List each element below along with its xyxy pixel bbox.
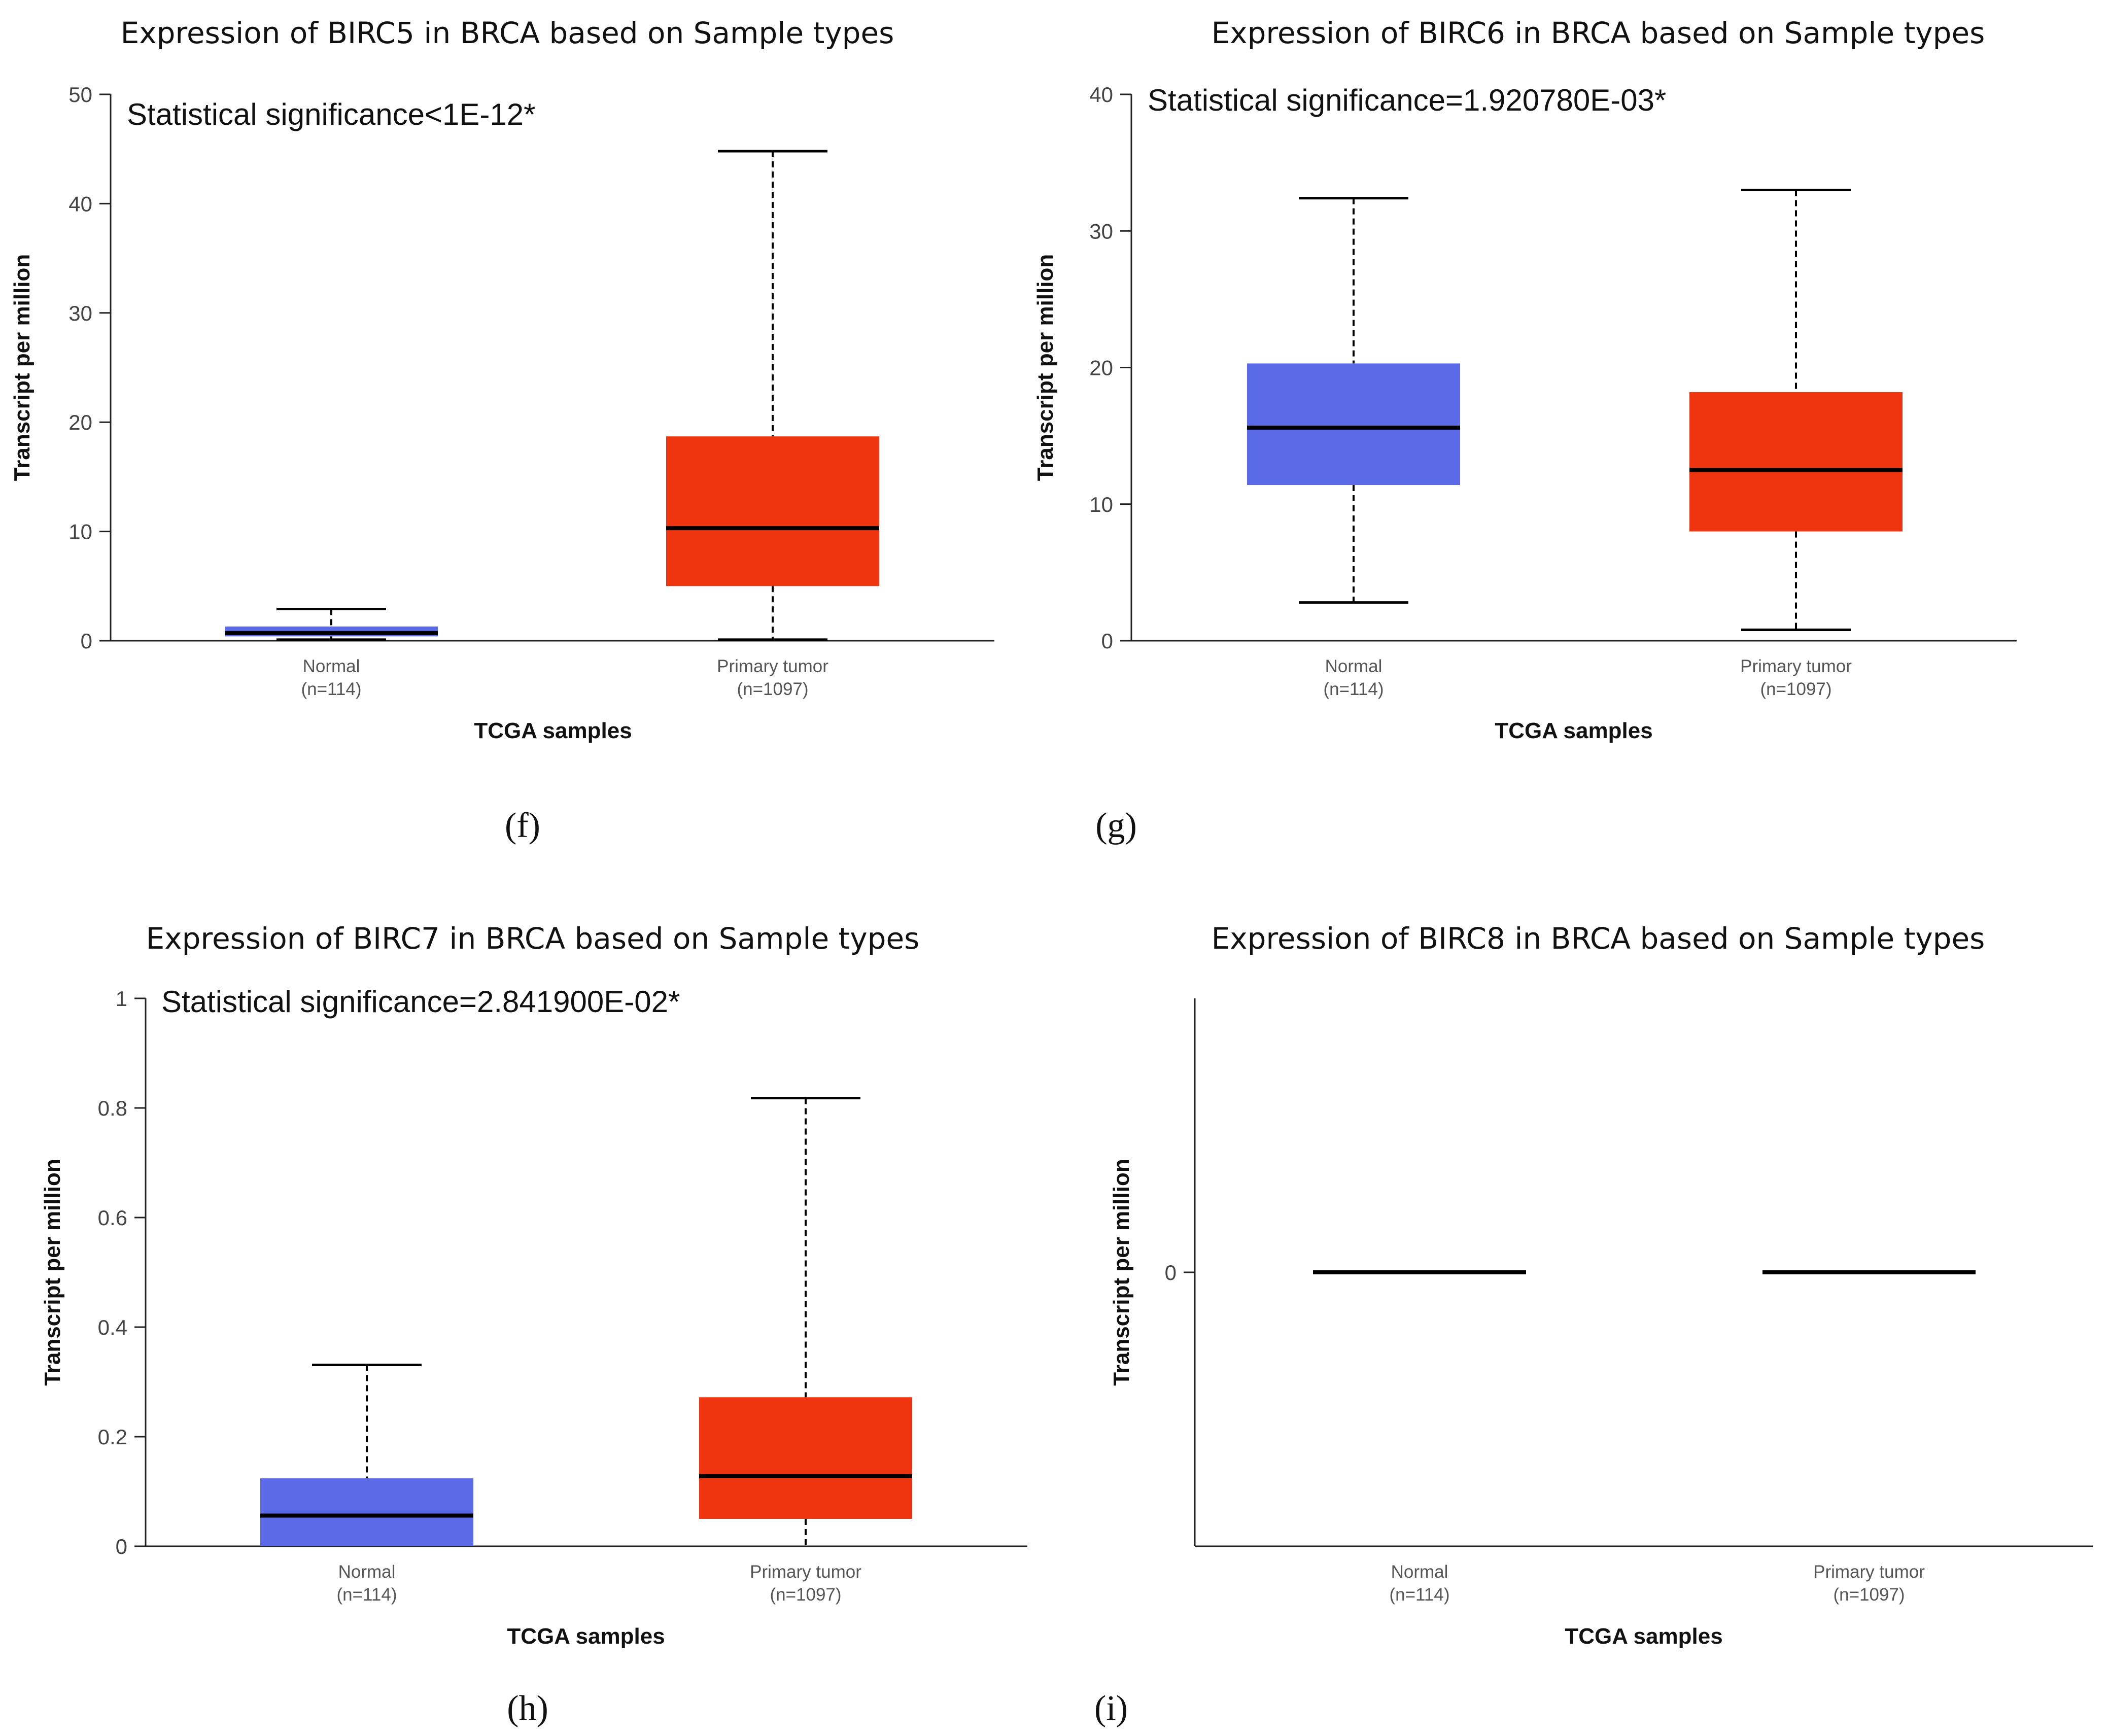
y-axis-title: Transcript per million — [10, 254, 34, 481]
y-tick-label: 0.6 — [98, 1206, 127, 1230]
y-tick-label: 0 — [81, 629, 92, 653]
x-category-label: Primary tumor — [1740, 656, 1852, 676]
chart-panel-4: Expression of BIRC8 in BRCA based on Sam… — [1094, 921, 2093, 1728]
y-tick-label: 30 — [68, 301, 92, 325]
y-axis-title: Transcript per million — [1109, 1159, 1134, 1385]
iqr-box — [666, 436, 879, 586]
box-primary-tumor — [1689, 188, 1903, 631]
y-tick-label: 0 — [1101, 629, 1113, 653]
chart-title: Expression of BIRC6 in BRCA based on Sam… — [1212, 16, 1985, 50]
y-tick-label: 40 — [68, 192, 92, 216]
x-category-count: (n=114) — [301, 679, 361, 699]
chart-panel-1: Expression of BIRC5 in BRCA based on Sam… — [10, 16, 994, 845]
y-tick-label: 0.4 — [98, 1315, 127, 1339]
y-tick-label: 0.2 — [98, 1425, 127, 1449]
x-axis-title: TCGA samples — [1495, 718, 1652, 743]
y-tick-label: 30 — [1089, 219, 1113, 243]
y-tick-label: 10 — [68, 520, 92, 544]
y-tick-label: 20 — [68, 410, 92, 434]
panel-label: (i) — [1094, 1689, 1128, 1728]
panel-label: (g) — [1095, 806, 1137, 845]
y-tick-label: 10 — [1089, 493, 1113, 516]
x-axis-title: TCGA samples — [507, 1624, 665, 1649]
box-primary-tumor — [699, 1097, 912, 1546]
x-category-count: (n=114) — [1323, 679, 1384, 699]
box-normal — [225, 608, 438, 641]
x-category-count: (n=1097) — [1760, 679, 1831, 699]
box-normal — [1247, 197, 1460, 604]
chart-panel-3: Expression of BIRC7 in BRCA based on Sam… — [40, 921, 1027, 1728]
significance-label: Statistical significance=2.841900E-02* — [161, 985, 680, 1019]
box-normal — [260, 1364, 473, 1546]
x-category-label: Normal — [303, 656, 360, 676]
y-tick-label: 20 — [1089, 356, 1113, 380]
x-category-count: (n=1097) — [1833, 1585, 1905, 1605]
x-category-label: Primary tumor — [1813, 1562, 1925, 1582]
iqr-box — [1689, 392, 1903, 532]
significance-label: Statistical significance<1E-12* — [127, 97, 535, 131]
iqr-box — [1247, 363, 1460, 485]
y-tick-label: 0 — [1165, 1261, 1177, 1284]
x-axis-title: TCGA samples — [1565, 1624, 1722, 1649]
x-category-label: Primary tumor — [750, 1562, 861, 1582]
x-category-count: (n=114) — [336, 1585, 397, 1605]
y-tick-label: 40 — [1089, 83, 1113, 107]
x-category-count: (n=1097) — [737, 679, 808, 699]
x-category-count: (n=1097) — [770, 1585, 841, 1605]
x-category-label: Normal — [1391, 1562, 1448, 1582]
iqr-box — [699, 1397, 912, 1519]
y-axis-title: Transcript per million — [1033, 254, 1058, 481]
chart-title: Expression of BIRC8 in BRCA based on Sam… — [1212, 921, 1985, 956]
panel-label: (h) — [507, 1689, 548, 1728]
y-tick-label: 50 — [68, 83, 92, 107]
y-tick-label: 0.8 — [98, 1096, 127, 1120]
x-category-label: Primary tumor — [717, 656, 828, 676]
x-category-label: Normal — [1325, 656, 1382, 676]
x-axis-title: TCGA samples — [474, 718, 632, 743]
chart-title: Expression of BIRC5 in BRCA based on Sam… — [121, 16, 894, 50]
box-primary-tumor — [666, 150, 879, 641]
y-tick-label: 0 — [116, 1535, 127, 1558]
x-category-count: (n=114) — [1389, 1585, 1449, 1605]
chart-panel-2: Expression of BIRC6 in BRCA based on Sam… — [1033, 16, 2017, 845]
chart-title: Expression of BIRC7 in BRCA based on Sam… — [146, 921, 920, 956]
y-axis-title: Transcript per million — [40, 1159, 65, 1385]
panel-label: (f) — [505, 806, 540, 845]
significance-label: Statistical significance=1.920780E-03* — [1148, 83, 1666, 117]
y-tick-label: 1 — [116, 987, 127, 1011]
x-category-label: Normal — [338, 1562, 396, 1582]
iqr-box — [260, 1478, 473, 1546]
